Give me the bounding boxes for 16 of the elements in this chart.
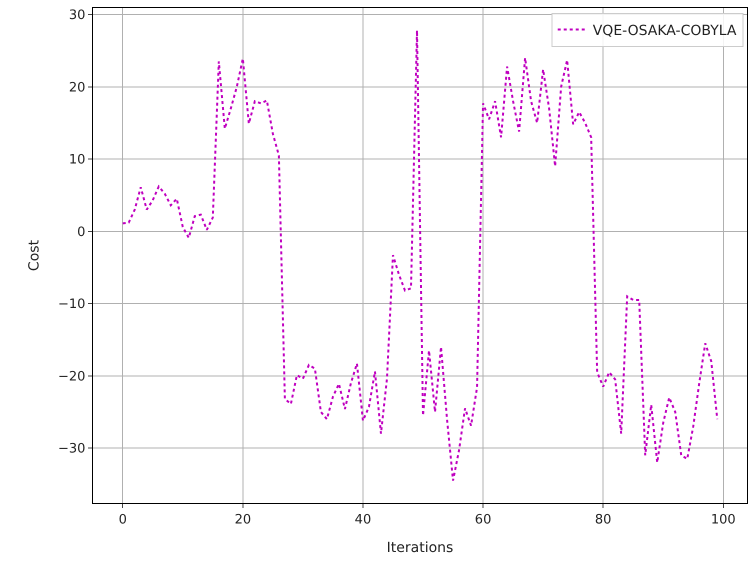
x-tick-label: 60 [474,512,492,528]
y-tick-label: 20 [68,80,86,96]
x-tick-label: 100 [710,512,736,528]
y-tick-label: 10 [68,152,86,168]
x-tick-label: 40 [354,512,372,528]
y-tick-label: −20 [58,369,86,384]
y-axis-title: Cost [26,239,43,272]
y-tick-label: 30 [68,8,86,24]
y-tick-label: 0 [77,224,86,240]
x-tick-label: 20 [234,512,252,528]
legend-label: VQE-OSAKA-COBYLA [592,23,737,40]
y-tick-label: −10 [58,297,86,312]
x-tick-label: 0 [118,512,127,528]
x-axis-title: Iterations [386,540,454,556]
x-tick-label: 80 [594,512,612,528]
y-tick-label: −30 [58,442,86,457]
